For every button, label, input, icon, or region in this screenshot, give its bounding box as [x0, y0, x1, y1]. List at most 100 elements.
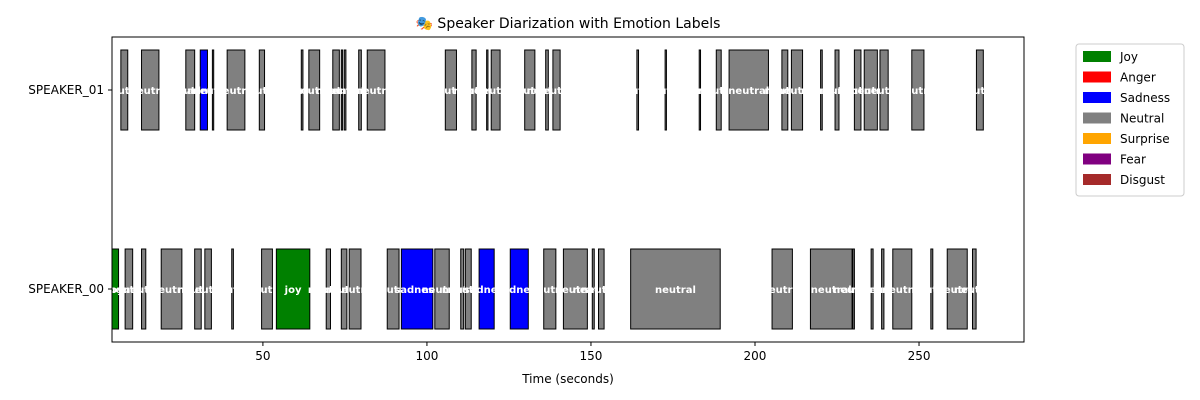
- segment-label: neutral: [882, 285, 923, 296]
- segment-bar: [386, 248, 400, 330]
- segment-label: neutral: [698, 86, 739, 97]
- segment-label: neutral: [475, 86, 516, 97]
- segment-label: sadness: [181, 86, 227, 97]
- segment-bar: [194, 248, 202, 330]
- segment-bar: [598, 248, 605, 330]
- segment-label: neutral: [852, 285, 893, 296]
- segment-bar: [971, 248, 977, 330]
- segment-bar: [120, 49, 129, 131]
- segment-bar: [892, 248, 913, 330]
- segment-bar: [478, 248, 495, 330]
- segment-bar: [781, 49, 789, 131]
- segment-label: neutral: [373, 285, 414, 296]
- segment-bar: [204, 248, 212, 330]
- segment-label: neutral: [573, 285, 614, 296]
- segment-label: neutral: [728, 86, 769, 97]
- plot-area: [111, 36, 1025, 343]
- legend-swatch: [1083, 153, 1111, 165]
- segment-bar: [552, 49, 561, 131]
- segment-label: neutral: [959, 86, 1000, 97]
- segment-label: neutral: [862, 285, 903, 296]
- segment-label: sadness: [496, 285, 542, 296]
- segment-label: neutral: [442, 285, 483, 296]
- segment-bar: [853, 49, 862, 131]
- legend-entry: Anger: [1120, 71, 1156, 85]
- segment-bar: [879, 49, 889, 131]
- segment-bar: [460, 248, 465, 330]
- x-tick-label: 150: [580, 349, 603, 363]
- segment-bar: [325, 248, 331, 330]
- segment-bar: [870, 248, 874, 330]
- legend-entry: Joy: [1119, 50, 1138, 64]
- segment-bar: [185, 49, 196, 131]
- segment-label: neutral: [937, 285, 978, 296]
- segment-bar: [524, 49, 536, 131]
- segment-label: neutral: [340, 86, 381, 97]
- y-tick-label: SPEAKER_01: [28, 83, 104, 97]
- segment-bar: [300, 49, 304, 131]
- segment-label: neutral: [123, 285, 164, 296]
- segment-label: neutral: [294, 86, 335, 97]
- y-tick-label: SPEAKER_00: [28, 282, 104, 296]
- x-tick-label: 250: [908, 349, 931, 363]
- segment-label: neutral: [762, 285, 803, 296]
- segment-bar: [946, 248, 968, 330]
- segment-bar: [975, 49, 984, 131]
- segment-label: neutral: [555, 285, 596, 296]
- segment-bar: [543, 248, 557, 330]
- segment-bar: [863, 49, 878, 131]
- legend-swatch: [1083, 174, 1111, 185]
- segment-bar: [343, 49, 347, 131]
- segment-bar: [630, 248, 721, 330]
- segment-bar: [226, 49, 246, 131]
- segment-bar: [820, 49, 823, 131]
- legend-swatch: [1083, 92, 1111, 103]
- segment-label: neutral: [954, 285, 995, 296]
- segment-label: neutral: [617, 86, 658, 97]
- segment-label: neutral: [104, 86, 145, 97]
- segment-bar: [308, 49, 321, 131]
- segment-label: neutral: [655, 285, 696, 296]
- segment-bar: [141, 248, 147, 330]
- segment-bar: [444, 49, 457, 131]
- segment-bar: [728, 49, 769, 131]
- segment-bar: [698, 49, 702, 131]
- segment-bar: [591, 248, 595, 330]
- segment-label: neutral: [188, 285, 229, 296]
- segment-label: neutral: [811, 285, 852, 296]
- segment-bar: [340, 248, 348, 330]
- segment-bar: [881, 248, 885, 330]
- segment-label: neutral: [817, 86, 858, 97]
- segment-bar: [434, 248, 450, 330]
- segment-bar: [771, 248, 793, 330]
- segment-bar: [124, 248, 134, 330]
- segment-bar: [486, 49, 489, 131]
- segment-bar: [636, 49, 640, 131]
- segment-label: neutral: [247, 285, 288, 296]
- legend-swatch: [1083, 133, 1111, 144]
- segment-label: neutral: [509, 86, 550, 97]
- legend-entry: Neutral: [1120, 112, 1164, 126]
- legend-entry: Fear: [1120, 153, 1146, 167]
- segment-label: neutral: [837, 86, 878, 97]
- segment-label: neutral: [325, 86, 366, 97]
- segment-label: neutral: [193, 86, 234, 97]
- segment-bar: [664, 49, 667, 131]
- chart-title: 🎭 Speaker Diarization with Emotion Label…: [416, 16, 721, 32]
- x-axis: 50 100 150 200 250: [255, 342, 930, 363]
- segment-bar: [261, 248, 273, 330]
- segment-label: neutral: [833, 285, 874, 296]
- segment-bar: [211, 49, 215, 131]
- segment-bar: [275, 248, 311, 330]
- segment-bar: [199, 49, 208, 131]
- segment-label: neutral: [448, 285, 489, 296]
- legend-entry: Disgust: [1120, 173, 1165, 187]
- segment-bar: [358, 49, 362, 131]
- legend: Joy Anger Sadness Neutral Surprise Fear Disgus…: [1075, 43, 1185, 197]
- x-tick-label: 50: [255, 349, 270, 363]
- segment-label: neutral: [422, 285, 463, 296]
- segment-bar: [471, 49, 477, 131]
